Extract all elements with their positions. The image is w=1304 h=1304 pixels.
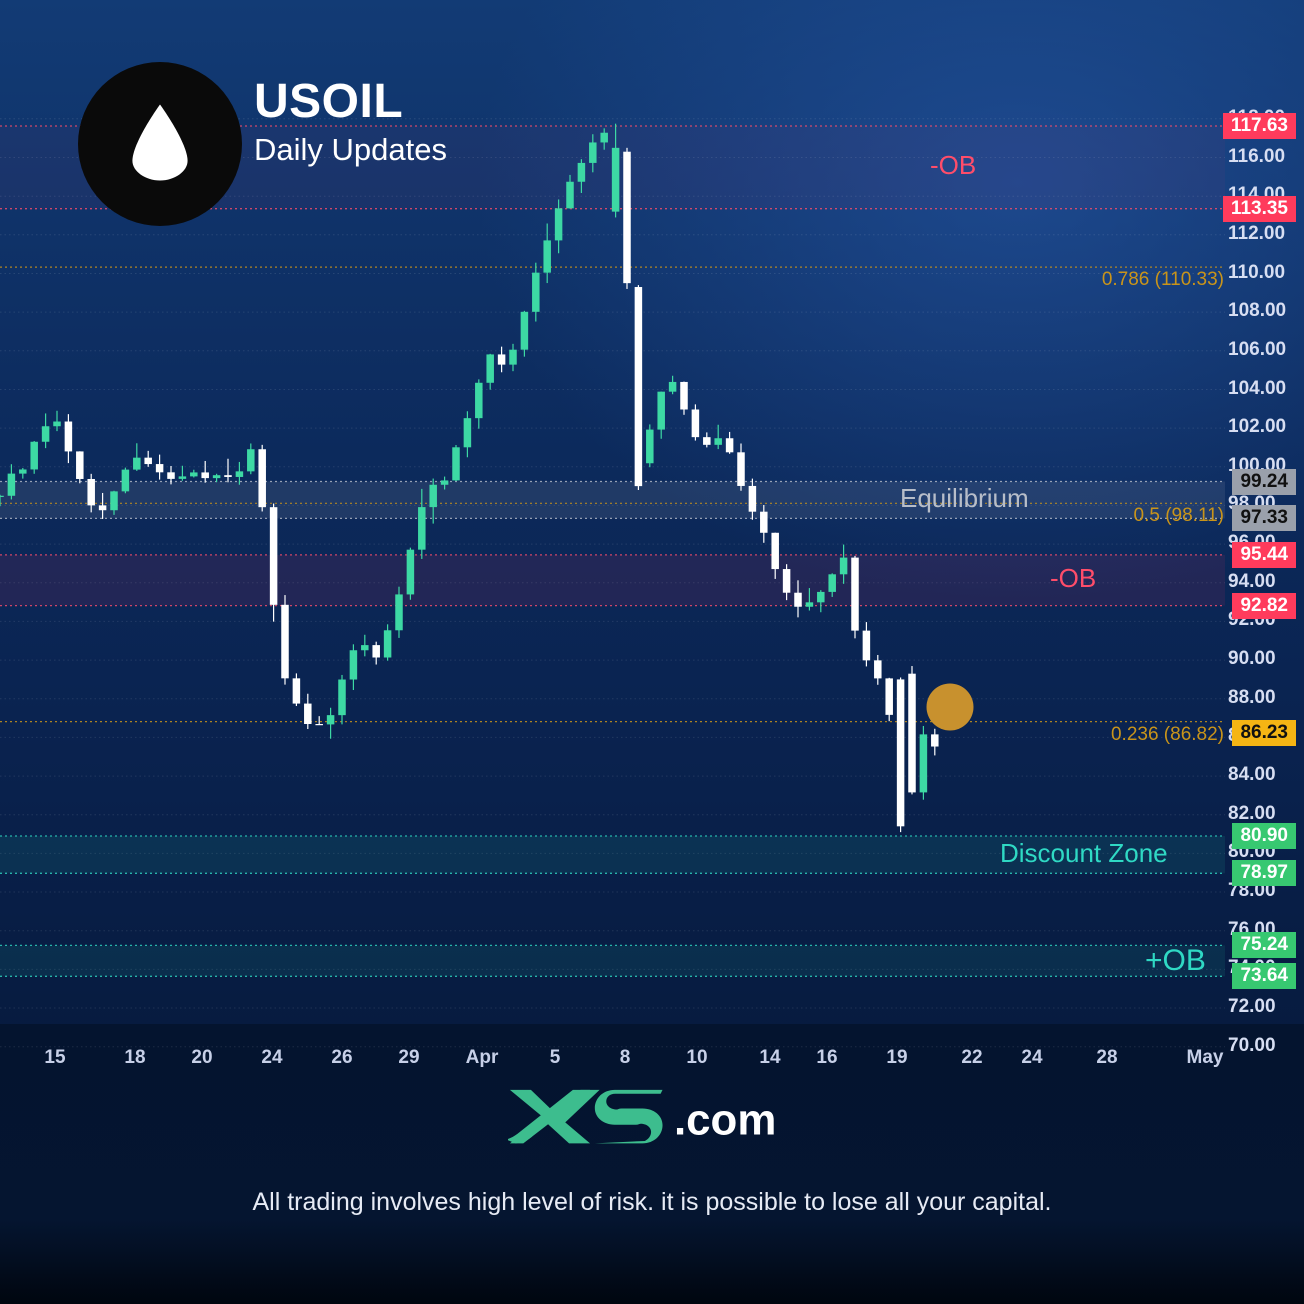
- svg-text:.com: .com: [674, 1096, 776, 1145]
